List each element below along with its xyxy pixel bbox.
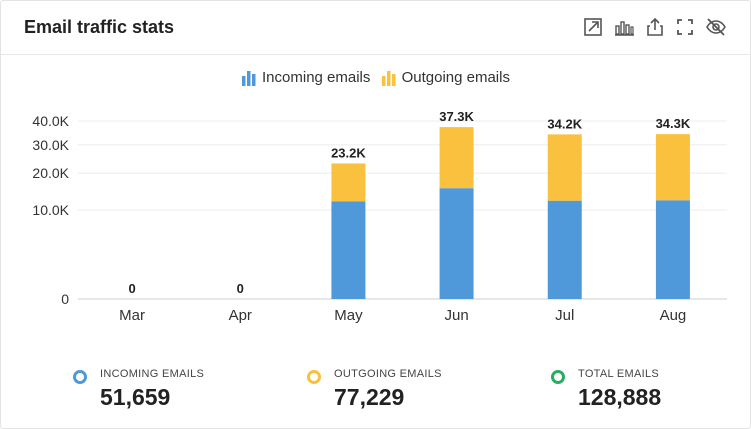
outgoing-dot-icon <box>307 370 321 384</box>
bar-chart-icon[interactable] <box>613 16 635 38</box>
stat-incoming-value: 51,659 <box>100 384 171 410</box>
total-dot-icon <box>551 370 565 384</box>
bar-segment-incoming <box>655 200 690 299</box>
legend-item-incoming[interactable]: Incoming emails <box>241 69 370 86</box>
share-icon[interactable] <box>644 16 666 38</box>
data-label: 34.3K <box>656 116 691 131</box>
x-tick-label: Jul <box>555 307 574 324</box>
x-tick-label: Mar <box>119 307 145 324</box>
data-label: 0 <box>237 281 244 296</box>
stat-incoming-label: INCOMING EMAILS <box>100 368 205 380</box>
card-header: Email traffic stats <box>1 1 750 55</box>
data-label: 34.2K <box>547 116 582 131</box>
bar-segment-incoming <box>331 201 366 299</box>
fullscreen-icon[interactable] <box>674 16 696 38</box>
legend-item-outgoing[interactable]: Outgoing emails <box>381 69 510 86</box>
chart-legend: Incoming emails Outgoing emails <box>1 69 750 90</box>
x-tick-label: Aug <box>660 307 687 324</box>
legend-label-outgoing: Outgoing emails <box>401 69 510 86</box>
x-tick-label: Jun <box>444 307 468 324</box>
bar-segment-outgoing <box>439 127 474 189</box>
data-label: 0 <box>128 281 135 296</box>
stat-total-label: TOTAL EMAILS <box>578 368 660 380</box>
bar-chart-icon <box>241 70 257 86</box>
hide-eye-icon[interactable] <box>705 16 727 38</box>
bar-segment-incoming <box>547 200 582 299</box>
x-tick-label: May <box>334 307 363 324</box>
bar-segment-outgoing <box>331 163 366 202</box>
data-label: 23.2K <box>331 145 366 160</box>
legend-label-incoming: Incoming emails <box>262 69 371 86</box>
incoming-dot-icon <box>73 370 87 384</box>
y-tick-label: 0 <box>61 291 69 307</box>
bar-segment-outgoing <box>547 134 582 201</box>
stacked-bar-chart: 0 10.0K 20.0K 30.0K 40.0K 0 Mar 0 Apr 23.2K May 37.… <box>32 109 727 324</box>
stat-outgoing-label: OUTGOING EMAILS <box>334 368 442 380</box>
bar-segment-incoming <box>439 188 474 299</box>
card-title: Email traffic stats <box>24 17 175 37</box>
y-tick-label: 20.0K <box>32 165 69 181</box>
stat-total-value: 128,888 <box>578 384 662 410</box>
bar-segment-outgoing <box>655 134 690 201</box>
y-tick-label: 10.0K <box>32 202 69 218</box>
y-tick-label: 40.0K <box>32 113 69 129</box>
data-label: 37.3K <box>439 109 474 124</box>
y-tick-label: 30.0K <box>32 137 69 153</box>
bar-chart-icon <box>381 70 397 86</box>
x-tick-label: Apr <box>229 307 252 324</box>
stat-outgoing-value: 77,229 <box>334 384 405 410</box>
expand-arrow-icon[interactable] <box>582 16 604 38</box>
